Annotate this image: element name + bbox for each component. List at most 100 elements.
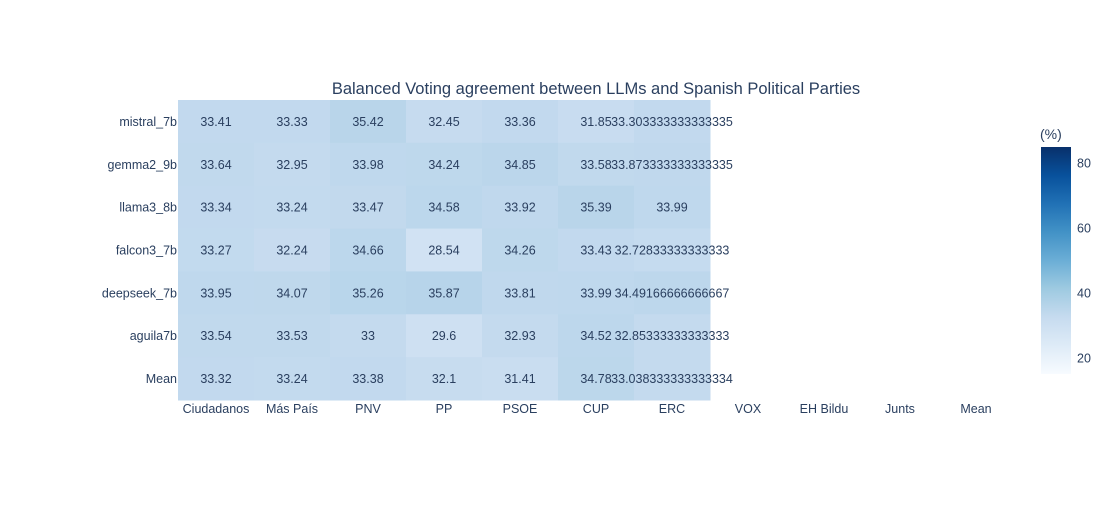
cell-value-label: 32.24	[276, 244, 307, 258]
heatmap-cell	[634, 228, 711, 272]
chart-title: Balanced Voting agreement between LLMs a…	[332, 80, 860, 98]
heatmap-cell	[254, 357, 331, 401]
cell-value-label: 34.85	[504, 158, 535, 172]
y-tick-label: gemma2_9b	[108, 158, 178, 172]
heatmap-cell	[406, 357, 483, 401]
heatmap-cell	[178, 357, 255, 401]
cell-value-label: 35.39	[580, 201, 611, 215]
heatmap-cell	[254, 314, 331, 358]
heatmap-cell	[482, 185, 559, 230]
heatmap-cell	[330, 271, 407, 315]
cell-value-label: 33.99	[580, 286, 611, 300]
heatmap-cell	[482, 271, 559, 315]
cell-value-label: 33.99	[656, 201, 687, 215]
heatmap-cell	[254, 271, 331, 315]
cell-value-label: 35.87	[428, 286, 459, 300]
cell-value-label: 34.58	[428, 201, 459, 215]
x-tick-label: Ciudadanos	[183, 402, 250, 416]
cell-value-label: 35.26	[352, 286, 383, 300]
cell-value-label: 34.78	[580, 372, 611, 386]
heatmap-cell	[330, 357, 407, 401]
heatmap-cell	[330, 228, 407, 272]
y-tick-label: llama3_8b	[119, 201, 177, 215]
cell-value-label: 34.52	[580, 329, 611, 343]
heatmap-cell	[178, 228, 255, 272]
cell-value-label: 33.27	[200, 244, 231, 258]
heatmap-cell	[330, 142, 407, 187]
x-tick-label: ERC	[659, 402, 685, 416]
heatmap-cell	[178, 314, 255, 358]
heatmap-cell	[406, 185, 483, 230]
heatmap-cell	[482, 228, 559, 272]
heatmap-cell	[558, 185, 635, 230]
cell-value-label: 32.72833333333333	[615, 244, 730, 258]
y-tick-label: Mean	[146, 372, 177, 386]
cell-value-label: 33.98	[352, 158, 383, 172]
heatmap-cell	[406, 100, 483, 144]
colorbar-tick-label: 60	[1077, 222, 1091, 236]
x-axis-ticks: Ciudadanos Más País PNV PP PSOE CUP ERC VOX EH B…	[183, 402, 992, 416]
cell-value-label: 33	[361, 329, 375, 343]
cell-value-label: 34.66	[352, 244, 383, 258]
cell-value-label: 32.1	[432, 372, 456, 386]
heatmap-cell	[406, 271, 483, 315]
heatmap-cell	[330, 314, 407, 358]
cell-value-label: 33.53	[276, 329, 307, 343]
cell-value-label: 33.24	[276, 372, 307, 386]
cell-value-label: 33.34	[200, 201, 231, 215]
cell-value-label: 35.42	[352, 115, 383, 129]
cell-value-label: 28.54	[428, 244, 459, 258]
x-tick-label: Mean	[960, 402, 991, 416]
heatmap-cell	[178, 185, 255, 230]
heatmap-cell	[406, 228, 483, 272]
heatmap-cell	[178, 142, 255, 187]
heatmap-cell	[482, 357, 559, 401]
cell-value-label: 32.85333333333333	[615, 329, 730, 343]
heatmap-cell	[558, 271, 635, 315]
cell-value-label: 33.303333333333335	[611, 115, 733, 129]
cell-value-label: 33.41	[200, 115, 231, 129]
heatmap-cell	[558, 142, 635, 187]
x-tick-label: PP	[436, 402, 453, 416]
heatmap-cell	[634, 357, 711, 401]
colorbar-tick-label: 80	[1077, 157, 1091, 171]
cell-value-label: 32.93	[504, 329, 535, 343]
cell-value-label: 33.92	[504, 201, 535, 215]
heatmap-cell	[558, 357, 635, 401]
x-tick-label: Más País	[266, 402, 318, 416]
y-tick-label: mistral_7b	[119, 115, 177, 129]
heatmap-cell	[482, 314, 559, 358]
y-tick-label: aguila7b	[130, 329, 177, 343]
cell-value-label: 32.95	[276, 158, 307, 172]
cell-value-label: 33.038333333333334	[611, 372, 733, 386]
cell-value-label: 33.95	[200, 286, 231, 300]
cell-value-label: 33.33	[276, 115, 307, 129]
colorbar: (%) 20 40 60 80	[1040, 126, 1091, 374]
cell-value-label: 33.47	[352, 201, 383, 215]
heatmap-cell	[634, 185, 711, 230]
cell-value-label: 33.38	[352, 372, 383, 386]
heatmap-cell	[634, 271, 711, 315]
heatmap-cell	[178, 100, 255, 144]
cell-value-label: 33.81	[504, 286, 535, 300]
heatmap-cell	[634, 314, 711, 358]
y-axis-ticks: mistral_7b gemma2_9b llama3_8b falcon3_7bde…	[102, 115, 177, 386]
cell-value-label: 33.32	[200, 372, 231, 386]
heatmap-cell	[330, 100, 407, 144]
heatmap-cell	[254, 228, 331, 272]
cell-value-label: 31.41	[504, 372, 535, 386]
x-tick-label: PSOE	[503, 402, 538, 416]
heatmap-cell	[558, 314, 635, 358]
colorbar-tick-label: 20	[1077, 351, 1091, 365]
cell-value-label: 33.873333333333335	[611, 158, 733, 172]
heatmap-cell	[254, 142, 331, 187]
cell-value-label: 34.07	[276, 286, 307, 300]
heatmap-cells	[178, 100, 711, 401]
cell-value-label: 33.58	[580, 158, 611, 172]
cell-value-label: 34.49166666666667	[615, 286, 730, 300]
colorbar-gradient	[1041, 147, 1071, 374]
x-tick-label: Junts	[885, 402, 915, 416]
cell-value-label: 32.45	[428, 115, 459, 129]
heatmap-cell	[254, 100, 331, 144]
